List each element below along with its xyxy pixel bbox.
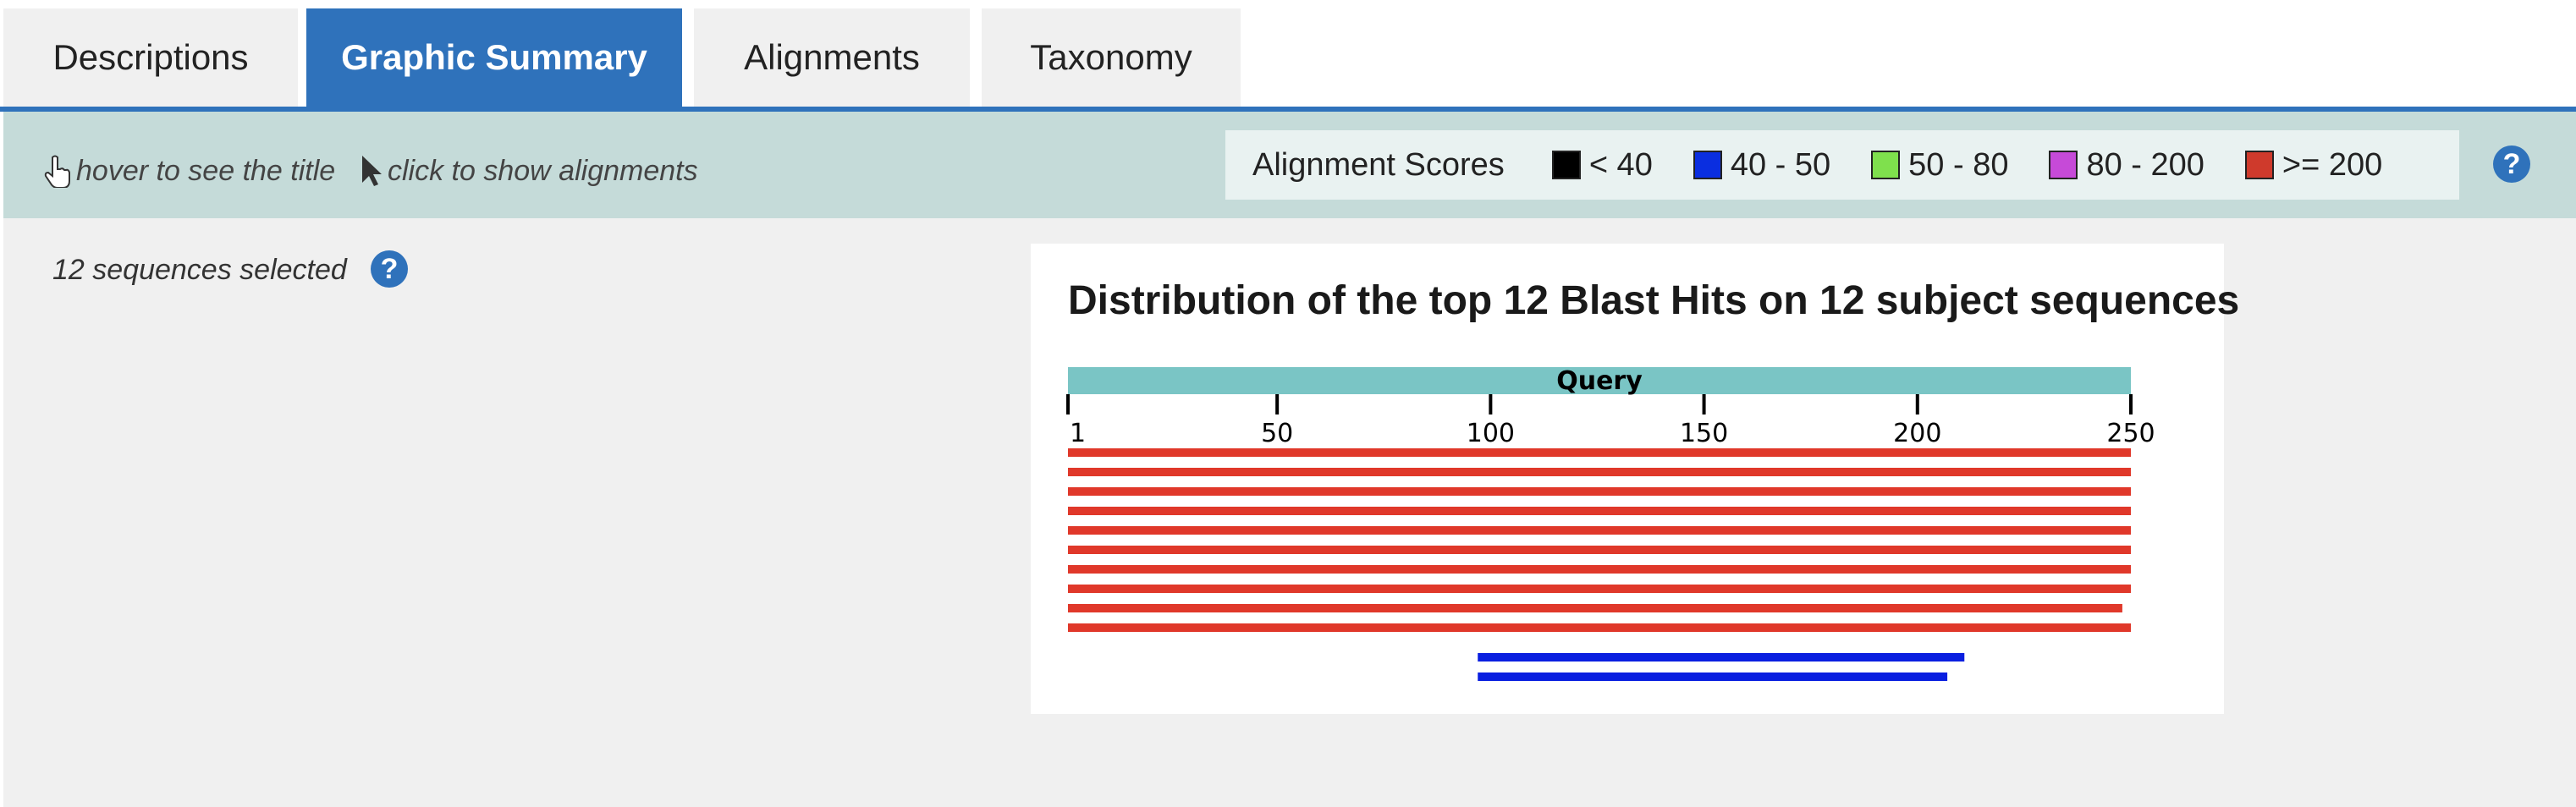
legend-label: 40 - 50 bbox=[1730, 146, 1831, 183]
hit-bar bbox=[1068, 487, 2131, 496]
tick-label: 200 bbox=[1893, 419, 1941, 448]
tab-taxonomy[interactable]: Taxonomy bbox=[982, 8, 1241, 107]
cursor-arrow-icon bbox=[362, 156, 382, 186]
graphic-toolbar: hover to see the title click to show ali… bbox=[3, 112, 2576, 218]
chart-title: Distribution of the top 12 Blast Hits on… bbox=[1068, 278, 2240, 323]
hit-bar bbox=[1068, 565, 2131, 574]
hit-bar bbox=[1068, 585, 2131, 593]
hit-bar bbox=[1068, 623, 2131, 632]
sequences-selected-text: 12 sequences selected bbox=[52, 254, 347, 286]
tab-graphic-summary[interactable]: Graphic Summary bbox=[306, 8, 682, 107]
legend-item-80-200: 80 - 200 bbox=[2049, 147, 2204, 184]
legend-label: 80 - 200 bbox=[2086, 146, 2204, 183]
alignment-scores-legend: Alignment Scores < 40 40 - 50 50 - 80 80… bbox=[1225, 130, 2459, 200]
legend-title: Alignment Scores bbox=[1252, 146, 1505, 183]
legend-item-gte200: >= 200 bbox=[2244, 146, 2383, 184]
legend-swatch bbox=[1551, 151, 1581, 179]
tab-bar: Descriptions Graphic Summary Alignments … bbox=[0, 0, 2576, 107]
tick-label: 1 bbox=[1070, 419, 1086, 448]
legend-label: >= 200 bbox=[2282, 146, 2383, 183]
legend-label: 50 - 80 bbox=[1908, 146, 2009, 183]
click-hint-text: click to show alignments bbox=[388, 154, 698, 187]
hit-bar bbox=[1068, 604, 2122, 612]
hit-bar bbox=[1478, 672, 1948, 681]
legend-swatch bbox=[1871, 151, 1901, 179]
hit-bar bbox=[1068, 507, 2131, 515]
selection-help-icon[interactable]: ? bbox=[371, 250, 408, 288]
tab-underline bbox=[0, 107, 2576, 112]
hit-bar bbox=[1068, 468, 2131, 476]
legend-swatch bbox=[2049, 151, 2078, 179]
tab-alignments[interactable]: Alignments bbox=[694, 8, 970, 107]
hit-bar bbox=[1068, 526, 2131, 535]
hover-hint: hover to see the title bbox=[44, 154, 335, 188]
tick-label: 250 bbox=[2106, 419, 2155, 448]
tab-descriptions[interactable]: Descriptions bbox=[3, 8, 298, 107]
query-label: Query bbox=[1556, 366, 1643, 396]
hit-bar bbox=[1068, 448, 2131, 457]
hit-bar bbox=[1068, 546, 2131, 554]
tick-label: 50 bbox=[1261, 419, 1293, 448]
hover-hint-text: hover to see the title bbox=[76, 154, 336, 187]
hit-bar bbox=[1478, 653, 1965, 662]
legend-help-icon[interactable]: ? bbox=[2493, 145, 2530, 183]
tick-label: 150 bbox=[1680, 419, 1728, 448]
legend-item-40-50: 40 - 50 bbox=[1693, 147, 1830, 184]
legend-item-lt40: < 40 bbox=[1551, 146, 1653, 184]
legend-swatch bbox=[2244, 151, 2274, 179]
legend-item-50-80: 50 - 80 bbox=[1871, 147, 2008, 184]
blast-hits-panel: Distribution of the top 12 Blast Hits on… bbox=[1031, 244, 2239, 714]
pointing-hand-icon bbox=[44, 155, 70, 188]
graphic-summary-content: 12 sequences selected ? Distribution of … bbox=[3, 218, 2576, 807]
click-hint: click to show alignments bbox=[361, 154, 698, 188]
legend-swatch bbox=[1693, 151, 1722, 179]
tick-label: 100 bbox=[1467, 419, 1515, 448]
legend-label: < 40 bbox=[1588, 146, 1653, 183]
query-bar bbox=[1068, 367, 2131, 394]
